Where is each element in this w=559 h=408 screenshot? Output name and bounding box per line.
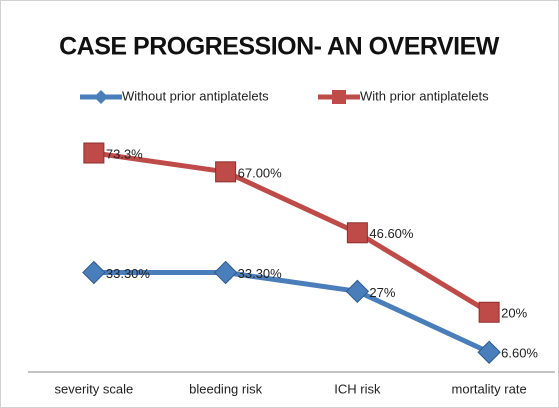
data-label: 27%: [369, 285, 395, 300]
marker: [346, 222, 368, 244]
series-line: [93, 270, 491, 355]
marker: [213, 260, 238, 285]
legend-marker: [94, 90, 108, 104]
data-label: 33.30%: [106, 266, 151, 281]
series-line: [93, 150, 491, 315]
legend-label: With prior antiplatelets: [360, 88, 489, 103]
legend-label: Without prior antiplatelets: [122, 88, 269, 103]
legend-marker: [332, 90, 346, 104]
data-label: 20%: [501, 306, 527, 321]
marker: [215, 161, 237, 183]
marker: [82, 260, 106, 285]
x-tick-label: bleeding risk: [189, 381, 262, 396]
marker: [83, 142, 105, 164]
data-label: 33.30%: [238, 266, 283, 281]
data-label: 46.60%: [369, 226, 414, 241]
x-tick-label: mortality rate: [452, 381, 527, 396]
marker: [345, 279, 370, 304]
data-label: 73.3%: [106, 146, 143, 161]
marker: [478, 301, 500, 323]
marker: [477, 340, 501, 364]
chart-title: CASE PROGRESSION- AN OVERVIEW: [59, 33, 500, 61]
x-tick-label: severity scale: [55, 381, 134, 396]
data-label: 67.00%: [238, 165, 283, 180]
x-tick-label: ICH risk: [334, 381, 381, 396]
data-label: 6.60%: [501, 346, 538, 361]
